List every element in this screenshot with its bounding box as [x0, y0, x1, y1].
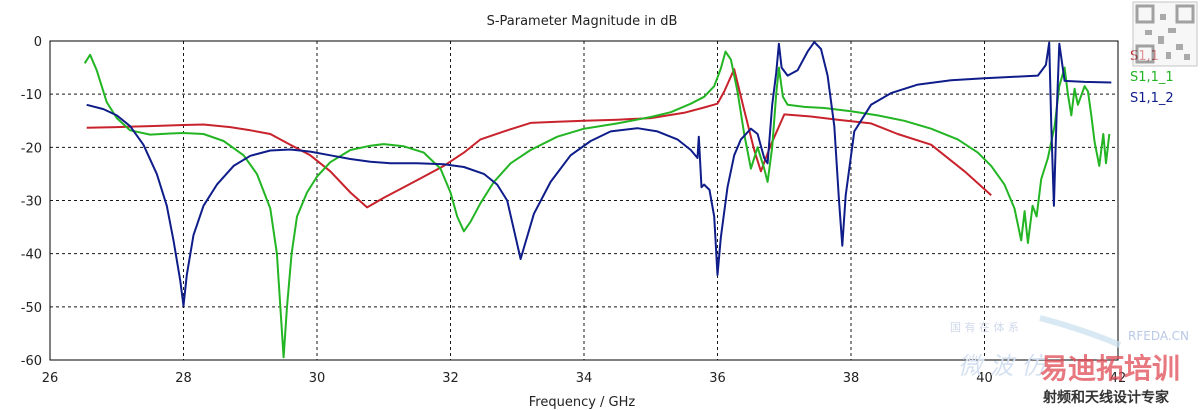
grid-lines	[50, 41, 1118, 360]
brand-watermark-text: 易迪拓培训	[1040, 352, 1180, 385]
site-watermark-text: RFEDA.CN	[1128, 329, 1189, 343]
y-tick-label-6: -60	[21, 354, 42, 369]
legend-entry-2: S1,1_2	[1130, 91, 1174, 106]
series-layer	[83, 41, 1112, 359]
series-line-0	[86, 68, 992, 209]
y-tick-label-2: -20	[21, 141, 42, 156]
x-tick-label-3: 32	[442, 371, 459, 386]
x-tick-label-8: 42	[1110, 371, 1127, 386]
y-tick-label-3: -30	[21, 195, 42, 210]
x-tick-label-7: 40	[976, 371, 993, 386]
chart-title: S-Parameter Magnitude in dB	[487, 14, 678, 29]
brand-watermark: 微 波 仿 易迪拓培训 射频和天线设计专家	[958, 352, 1180, 406]
faint-watermark-text: 国 有 在 体 系	[950, 320, 1019, 334]
x-axis-label: Frequency / GHz	[529, 395, 636, 410]
site-watermark: RFEDA.CN 国 有 在 体 系	[950, 315, 1189, 348]
tagline-watermark-text: 射频和天线设计专家	[1042, 389, 1170, 406]
x-tick-label-6: 38	[843, 371, 860, 386]
qr-code-watermark	[1132, 1, 1198, 67]
x-tick-label-4: 34	[576, 371, 593, 386]
plot-area-frame	[49, 40, 1119, 361]
legend-entry-1: S1,1_1	[1130, 70, 1174, 85]
series-line-1	[83, 50, 1111, 359]
y-tick-label-0: 0	[34, 35, 42, 50]
x-tick-label-2: 30	[309, 371, 326, 386]
y-tick-label-1: -10	[21, 88, 42, 103]
series-line-2	[86, 41, 1112, 307]
x-tick-label-1: 28	[175, 371, 192, 386]
y-tick-label-4: -40	[21, 248, 42, 263]
y-axis-ticks: 0 -10 -20 -30 -40 -50 -60	[21, 35, 42, 369]
x-tick-label-5: 36	[709, 371, 726, 386]
script-watermark-text: 微 波 仿	[958, 352, 1049, 380]
x-axis-ticks: 26 28 30 32 34 36 38 40 42	[42, 371, 1127, 386]
x-tick-label-0: 26	[42, 371, 59, 386]
y-tick-label-5: -50	[21, 301, 42, 316]
